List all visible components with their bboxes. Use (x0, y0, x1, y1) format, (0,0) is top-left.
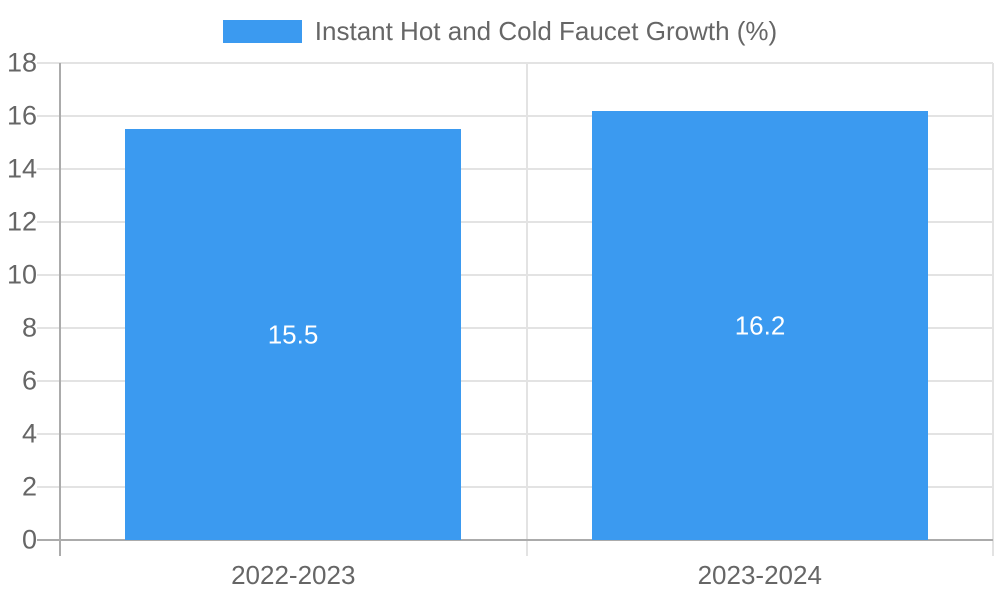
y-tick-label: 14 (6, 153, 37, 184)
legend-item[interactable]: Instant Hot and Cold Faucet Growth (%) (222, 16, 778, 46)
x-gridline (992, 63, 994, 556)
x-axis-line (37, 539, 993, 541)
y-gridline (37, 115, 993, 117)
y-gridline (37, 380, 993, 382)
legend-swatch-icon (222, 19, 302, 43)
y-tick-label: 12 (6, 206, 37, 237)
y-tick-label: 16 (6, 100, 37, 131)
bar-value-label: 16.2 (734, 310, 786, 340)
y-tick-label: 8 (21, 312, 37, 343)
y-gridline (37, 486, 993, 488)
bar[interactable]: 15.5 (125, 129, 461, 540)
y-gridline (37, 168, 993, 170)
y-gridline (37, 221, 993, 223)
x-tick-label: 2022-2023 (231, 560, 356, 590)
y-tick-label: 18 (6, 47, 37, 78)
bar[interactable]: 16.2 (592, 111, 928, 540)
y-tick-label: 4 (21, 418, 37, 449)
x-gridline (525, 63, 528, 556)
y-tick-label: 6 (21, 365, 37, 396)
y-gridline (37, 274, 993, 276)
y-tick-label: 0 (21, 524, 37, 555)
x-tick-label: 2023-2024 (697, 560, 822, 590)
y-axis-line (59, 63, 61, 556)
y-gridline (37, 433, 993, 435)
plot-area: 0 2 4 6 8 10 12 14 16 18 15.5 2022-2023 16.2 2023-202… (7, 48, 994, 590)
y-gridline (37, 62, 993, 64)
chart-legend: Instant Hot and Cold Faucet Growth (%) (0, 16, 1000, 46)
legend-label: Instant Hot and Cold Faucet Growth (%) (314, 16, 778, 46)
y-tick-label: 10 (6, 259, 37, 290)
y-tick-label: 2 (21, 471, 37, 502)
y-gridline (37, 327, 993, 329)
bar-value-label: 15.5 (267, 319, 319, 349)
